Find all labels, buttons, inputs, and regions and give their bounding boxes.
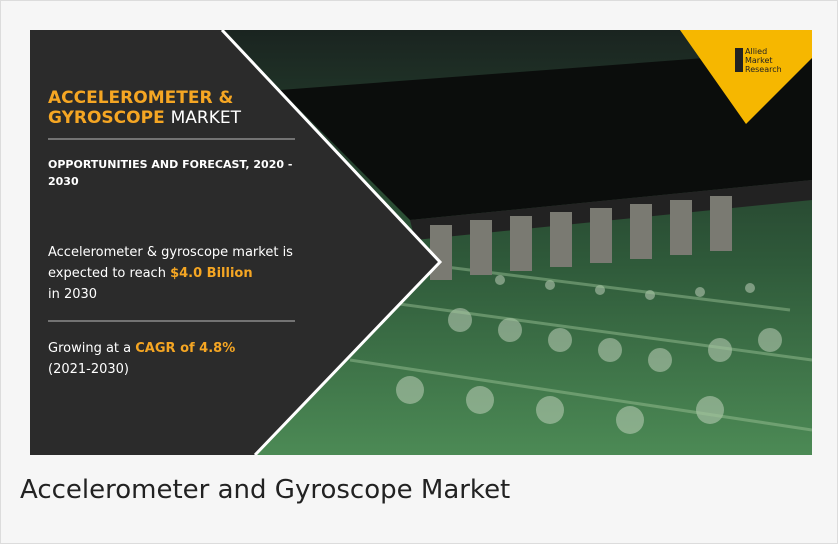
- title: ACCELEROMETER & GYROSCOPE MARKET: [48, 88, 241, 128]
- stat: Accelerometer & gyroscope market is expe…: [48, 242, 298, 305]
- title-highlight: GYROSCOPE: [48, 108, 165, 128]
- stat-text: Growing at a: [48, 341, 131, 356]
- stat: Growing at a CAGR of 4.8% (2021-2030): [48, 338, 298, 380]
- infographic: ACCELEROMETER & GYROSCOPE MARKET OPPORTU…: [30, 30, 812, 455]
- title-line: ACCELEROMETER &: [48, 88, 233, 108]
- caption: Accelerometer and Gyroscope Market: [20, 475, 510, 505]
- logo-text: Research: [745, 65, 782, 74]
- stat-text: in 2030: [48, 287, 97, 302]
- page: ACCELEROMETER & GYROSCOPE MARKET OPPORTU…: [0, 0, 838, 544]
- logo: Allied Market Research: [745, 47, 782, 74]
- title-rest: MARKET: [171, 108, 241, 128]
- stat-highlight: CAGR of 4.8%: [135, 341, 235, 356]
- stat-highlight: $4.0 Billion: [170, 266, 253, 281]
- stat-text: (2021-2030): [48, 362, 129, 377]
- logo-text: Market: [745, 56, 782, 65]
- logo-text: Allied: [745, 47, 782, 56]
- subtitle: OPPORTUNITIES AND FORECAST, 2020 - 2030: [48, 156, 300, 190]
